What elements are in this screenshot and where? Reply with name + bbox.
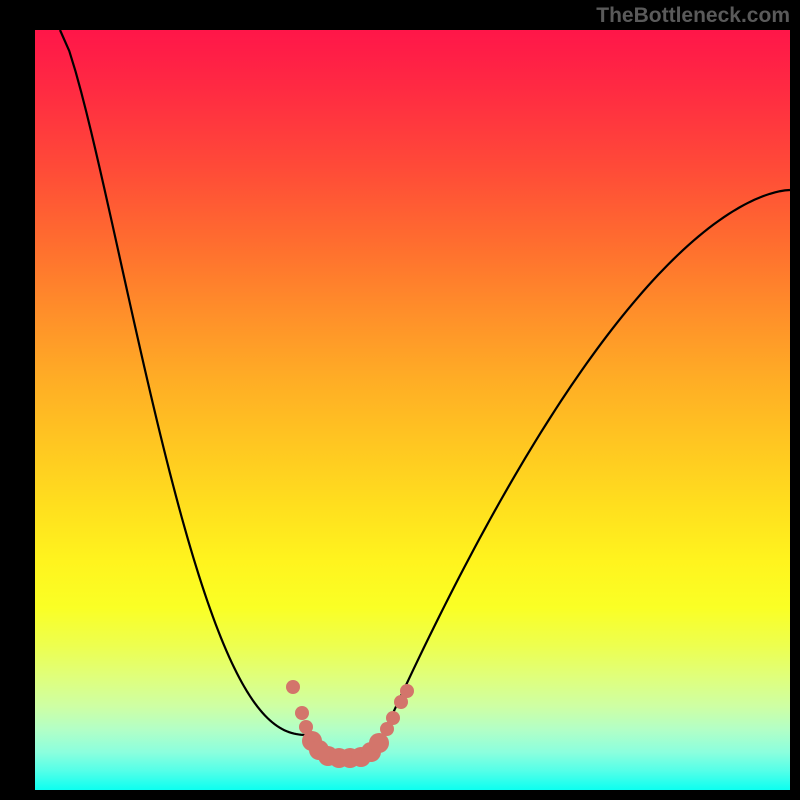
data-marker	[369, 733, 389, 753]
data-marker	[386, 711, 400, 725]
bottleneck-curve	[0, 0, 800, 800]
data-marker	[400, 684, 414, 698]
curve-path	[60, 30, 790, 758]
watermark: TheBottleneck.com	[596, 4, 790, 28]
data-marker	[286, 680, 300, 694]
chart-container: TheBottleneck.com	[0, 0, 800, 800]
data-marker	[295, 706, 309, 720]
